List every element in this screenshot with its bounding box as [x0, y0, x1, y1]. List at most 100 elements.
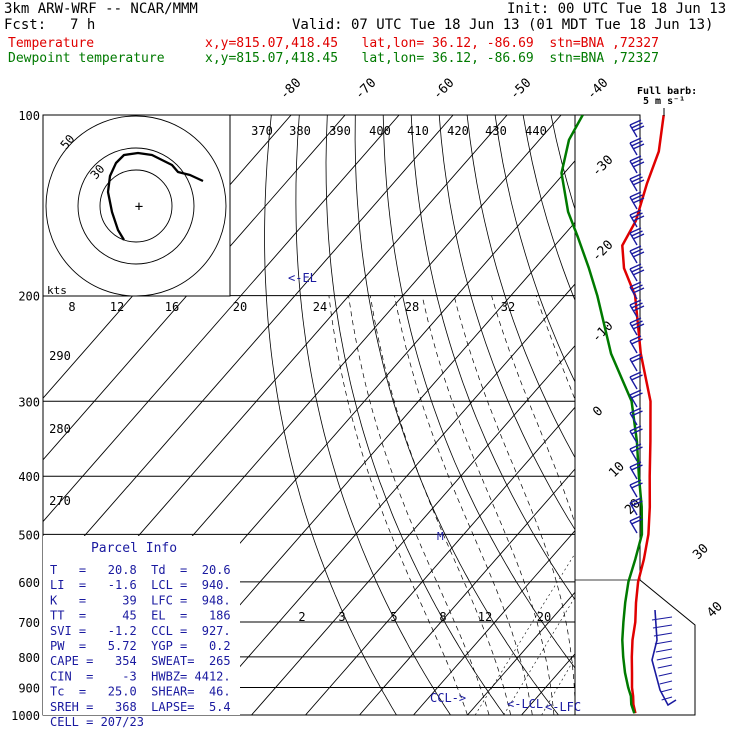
wind-barb — [656, 656, 673, 661]
wind-barb — [629, 353, 643, 372]
moist-adiabat — [328, 295, 468, 715]
mixing-ratio-line — [655, 534, 740, 715]
pressure-tick-label: 900 — [18, 682, 40, 696]
moist-adiabat — [535, 295, 575, 401]
wind-barb — [629, 263, 645, 282]
plot-frame — [42, 114, 576, 716]
dry-adiabat-label: 430 — [485, 124, 507, 138]
mixing-ratio-line — [611, 534, 713, 715]
dry-adiabat — [663, 115, 740, 715]
dry-adiabat — [466, 115, 575, 459]
wind-barb — [629, 335, 643, 354]
dewpoint-profile — [560, 115, 644, 714]
mixing-ratio-label: 28 — [405, 300, 419, 314]
forecast-hour: 7 h — [70, 17, 96, 33]
dry-adiabat — [264, 115, 397, 715]
wind-barb — [629, 173, 645, 192]
hodograph-ring — [77, 147, 195, 265]
parcel-info-row: PW = 5.72 YGP = 0.2 — [50, 639, 231, 653]
dry-adiabat — [550, 115, 575, 211]
dry-adiabat — [295, 115, 451, 715]
wind-barb — [629, 299, 645, 318]
moist-adiabat — [453, 295, 575, 710]
pressure-tick-label: 200 — [18, 290, 40, 304]
moist-adiabat — [705, 296, 740, 715]
hodograph-units: kts — [47, 284, 67, 297]
pressure-tick-label: 400 — [18, 470, 40, 484]
isotherm-line — [413, 529, 575, 715]
isotherm-label: -30 — [589, 153, 616, 180]
pressure-tick-label: 500 — [18, 528, 40, 542]
isotherm-label: 10 — [606, 459, 628, 481]
dry-adiabat — [719, 115, 740, 715]
wind-barb — [629, 119, 645, 138]
isotherm-line — [467, 591, 575, 715]
wind-barb — [629, 515, 643, 534]
pressure-tick-label: 600 — [18, 576, 40, 590]
isotherm-line — [251, 345, 575, 715]
moist-adiabat — [653, 296, 691, 715]
wind-barb — [629, 461, 643, 480]
pressure-tick-label: 300 — [18, 395, 40, 409]
temperature-profile — [621, 115, 665, 714]
mixing-ratio-label: 8 — [68, 300, 75, 314]
wind-barb — [629, 245, 645, 264]
wind-barbs: Full barb:5 m s⁻¹ — [629, 86, 697, 707]
wind-barb — [629, 479, 643, 498]
pressure-tick-label: 100 — [18, 109, 40, 123]
isotherm-label: -60 — [430, 76, 457, 103]
wind-barb — [629, 137, 645, 156]
wind-barb — [629, 407, 643, 426]
mixing-ratio-line — [578, 534, 682, 715]
pressure-tick-label: 1000 — [11, 709, 40, 723]
mixing-ratio-label: 5 — [390, 610, 397, 624]
parcel-info-table: Parcel Info T = 20.8 Td = 20.6LI = -1.6 L… — [43, 536, 240, 729]
lfc-marker: <-LFC — [545, 700, 581, 714]
dry-adiabat-label: 270 — [49, 494, 71, 508]
mixing-ratio-label: 20 — [233, 300, 247, 314]
valid-time: Valid: 07 UTC Tue 18 Jun 13 (01 MDT Tue … — [292, 17, 714, 33]
mixing-ratio-label: 20 — [537, 610, 551, 624]
mixing-ratio-label: 8 — [439, 610, 446, 624]
init-time: Init: 00 UTC Tue 18 Jun 13 — [507, 1, 727, 17]
isotherm-line — [359, 468, 575, 715]
wind-legend-title: Full barb: — [637, 86, 697, 97]
parcel-info-row: CIN = -3 HWBZ= 4412. — [50, 669, 231, 683]
isotherm-line — [43, 115, 346, 461]
temperature-legend: Temperature — [8, 36, 95, 51]
el-marker: <-EL — [288, 271, 317, 285]
isotherm-line — [305, 406, 575, 715]
model-title: 3km ARW-WRF -- NCAR/MMM — [4, 1, 198, 17]
dry-adiabat-label: 370 — [251, 124, 273, 138]
parcel-info-row: Tc = 25.0 SHEAR= 46. — [50, 685, 231, 699]
wind-barb — [629, 155, 645, 174]
parcel-info-row: CAPE = 354 SWEAT= 265 — [50, 654, 231, 668]
wind-barb — [629, 425, 643, 444]
dry-adiabat-label: 280 — [49, 422, 71, 436]
dry-adiabat — [382, 115, 575, 669]
wind-barb — [629, 443, 643, 462]
wind-barb — [629, 389, 643, 408]
dry-adiabat — [691, 115, 740, 715]
dry-adiabat — [354, 115, 559, 715]
mixing-ratio-label: 32 — [501, 300, 515, 314]
isotherm-line — [630, 115, 740, 715]
parcel-info-row: LI = -1.6 LCL = 940. — [50, 578, 231, 592]
mixing-ratio-label: 2 — [298, 610, 305, 624]
mixing-ratio-label: 24 — [313, 300, 327, 314]
dry-adiabat — [438, 115, 575, 531]
wind-barb — [654, 640, 673, 645]
mixing-ratio-label: 12 — [110, 300, 124, 314]
dry-adiabat-label: 400 — [369, 124, 391, 138]
moist-adiabat — [369, 295, 512, 715]
wind-barb — [629, 209, 645, 228]
wind-barb — [653, 632, 673, 637]
mixing-ratio-label: 12 — [478, 610, 492, 624]
wind-barb — [661, 696, 673, 701]
hodograph-ring — [99, 169, 173, 243]
moist-adiabat — [684, 296, 735, 715]
wind-barb — [629, 281, 645, 300]
dry-adiabat — [325, 115, 505, 715]
isotherm-line — [43, 115, 400, 523]
